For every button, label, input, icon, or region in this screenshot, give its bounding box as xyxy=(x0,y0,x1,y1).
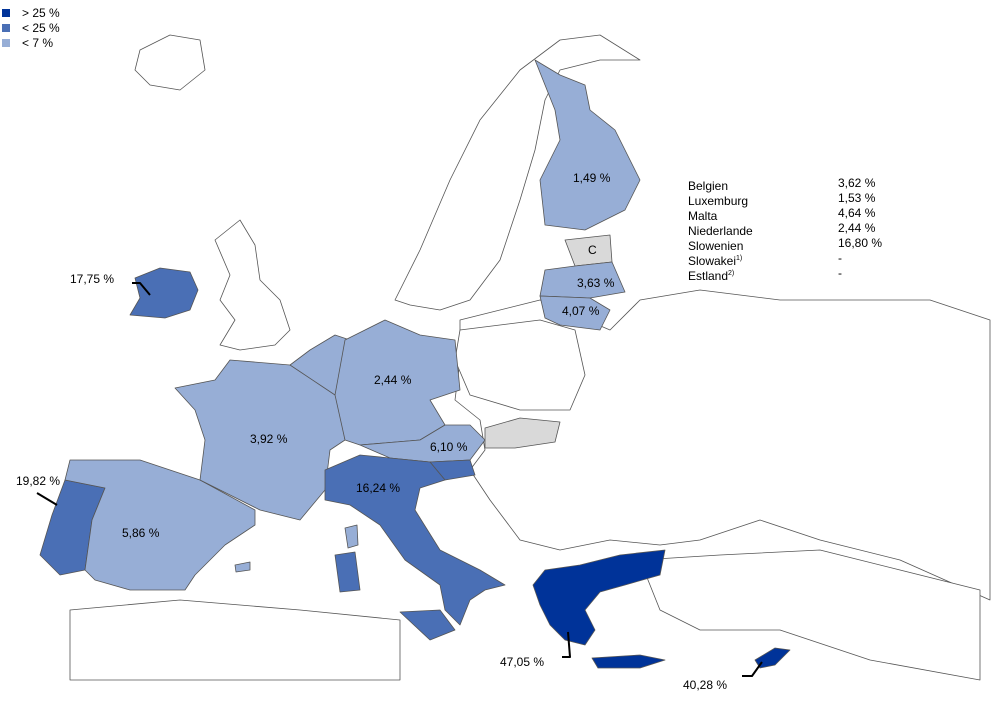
table-row: Belgien 3,62 % xyxy=(688,176,882,193)
poland xyxy=(454,319,586,411)
eastern-europe xyxy=(454,289,991,601)
table-row: Malta 4,64 % xyxy=(688,206,882,223)
label-lithuania: 4,07 % xyxy=(562,304,600,318)
label-france: 3,92 % xyxy=(250,432,288,446)
label-spain: 5,86 % xyxy=(122,526,160,540)
legend: > 25 % < 25 % < 7 % xyxy=(2,5,60,50)
greece-shape xyxy=(532,549,666,646)
table-row: Estland2) - xyxy=(688,266,882,283)
legend-item: < 25 % xyxy=(2,20,60,35)
country-value: 2,44 % xyxy=(838,221,876,235)
sicily-shape xyxy=(399,609,456,641)
norway-sweden xyxy=(394,34,641,311)
legend-label: > 25 % xyxy=(22,5,60,20)
label-italy: 16,24 % xyxy=(356,481,401,495)
label-estonia: C xyxy=(588,243,597,257)
legend-swatch xyxy=(2,38,10,47)
uk xyxy=(214,219,291,351)
ireland-leader-line xyxy=(132,282,151,296)
label-austria: 6,10 % xyxy=(430,440,468,454)
spain-shape xyxy=(64,459,256,591)
label-portugal: 19,82 % xyxy=(16,474,61,488)
legend-swatch xyxy=(2,23,10,32)
label-cyprus: 40,28 % xyxy=(683,678,728,692)
country-name: Slowakei xyxy=(688,254,737,268)
legend-item: < 7 % xyxy=(2,35,60,50)
legend-label: < 25 % xyxy=(22,20,60,35)
iceland xyxy=(134,34,206,91)
table-row: Niederlande 2,44 % xyxy=(688,221,882,238)
north-africa xyxy=(69,599,401,681)
label-finland: 1,49 % xyxy=(573,171,611,185)
country-value: - xyxy=(838,266,842,280)
label-latvia: 3,63 % xyxy=(577,276,615,290)
country-name: Estland xyxy=(688,269,729,283)
country-value: 16,80 % xyxy=(838,236,883,250)
legend-item: > 25 % xyxy=(2,5,60,20)
ireland-shape xyxy=(129,267,199,319)
portugal-leader-line xyxy=(36,492,58,506)
country-name: Niederlande xyxy=(688,224,753,238)
balearic-shape xyxy=(234,561,251,573)
country-name: Belgien xyxy=(688,179,729,193)
label-ireland: 17,75 % xyxy=(70,272,115,286)
finland-shape xyxy=(534,59,641,231)
country-value: 4,64 % xyxy=(838,206,876,220)
crete-shape xyxy=(591,654,666,669)
cyprus-leader-line xyxy=(742,661,763,677)
small-countries-table: Belgien 3,62 % Luxemburg 1,53 % Malta 4,64 … xyxy=(688,176,883,283)
corsica-shape xyxy=(344,524,359,549)
country-value: 3,62 % xyxy=(838,176,876,190)
table-row: Slowakei1) - xyxy=(688,251,882,268)
greece-leader-line xyxy=(562,631,571,658)
germany-shape xyxy=(334,319,461,446)
italy-shape xyxy=(324,454,506,626)
country-name: Malta xyxy=(688,209,718,223)
country-value: 1,53 % xyxy=(838,191,876,205)
country-name: Luxemburg xyxy=(688,194,749,208)
slovakia-shape xyxy=(484,417,561,449)
country-value: - xyxy=(838,251,842,265)
footnote: 2) xyxy=(728,270,735,277)
other-countries xyxy=(69,34,991,681)
label-greece: 47,05 % xyxy=(500,655,545,669)
turkey xyxy=(639,549,981,681)
table-row: Luxemburg 1,53 % xyxy=(688,191,882,208)
legend-swatch xyxy=(2,8,10,17)
table-row: Slowenien 16,80 % xyxy=(688,236,883,253)
lithuania-shape xyxy=(539,295,611,331)
country-name: Slowenien xyxy=(688,239,744,253)
label-germany: 2,44 % xyxy=(374,373,412,387)
footnote: 1) xyxy=(736,255,743,262)
legend-label: < 7 % xyxy=(22,35,54,50)
sardinia-shape xyxy=(334,551,361,593)
